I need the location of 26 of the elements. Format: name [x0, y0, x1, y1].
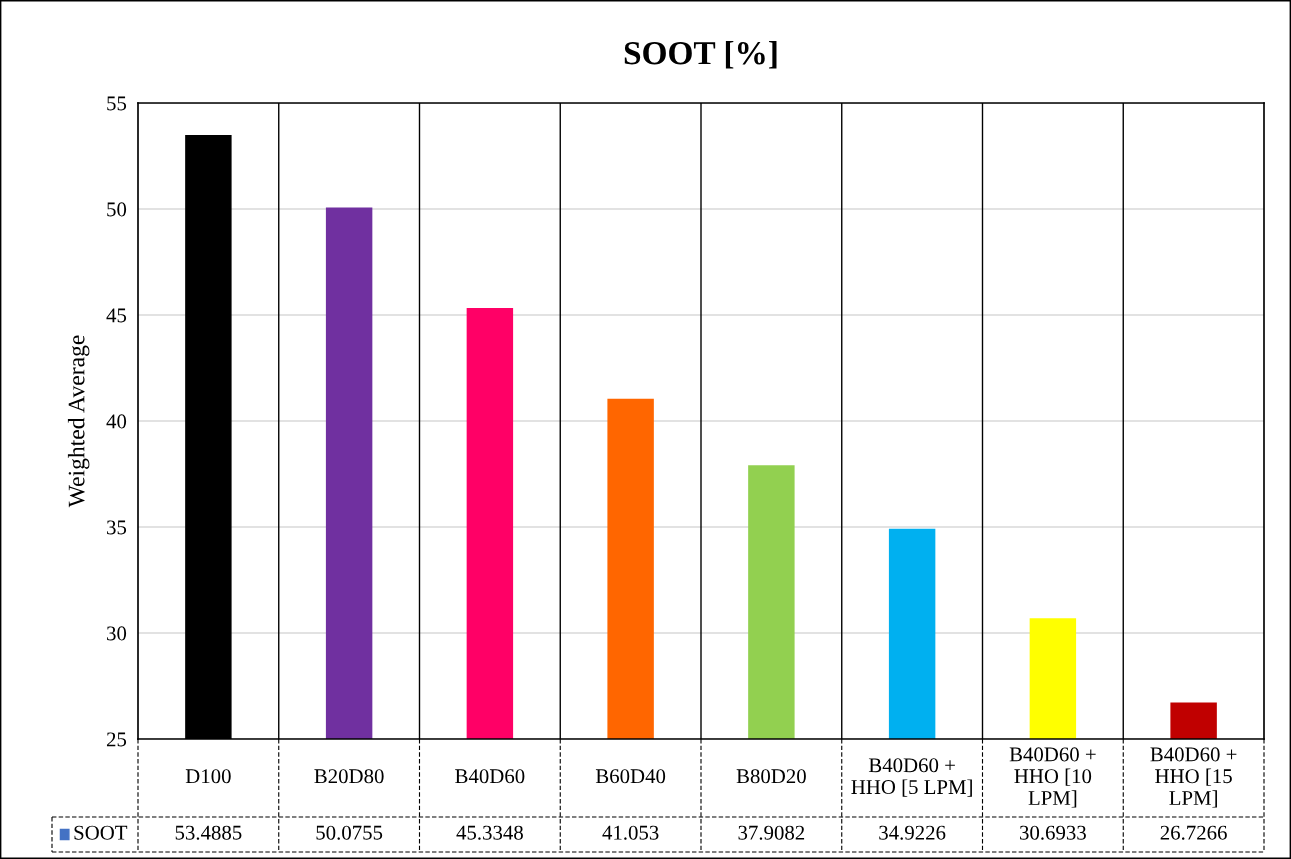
data-label: 45.3348 — [456, 825, 523, 840]
data-label: 41.053 — [602, 825, 659, 840]
x-tick-label: B20D80 — [314, 769, 384, 784]
data-label: 30.6933 — [1020, 825, 1086, 840]
x-tick-label: B40D60 + HHO [15 LPM] — [1150, 747, 1237, 808]
y-tick-label: 45 — [106, 308, 127, 323]
y-tick-label: 30 — [107, 626, 127, 641]
x-tick-label: B80D20 — [736, 769, 806, 784]
x-tick-label: D100 — [185, 769, 231, 784]
y-tick-label: 35 — [107, 520, 127, 535]
x-tick-label: B40D60 + HHO [5 LPM] — [851, 758, 972, 797]
x-tick-label: B40D60 + HHO [10 LPM] — [1009, 747, 1096, 808]
y-tick-label: 40 — [106, 414, 127, 429]
chart-title: SOOT [%] — [624, 40, 777, 69]
data-label: 37.9082 — [738, 825, 805, 840]
y-axis-title: Weighted Average — [67, 335, 90, 508]
y-tick-label: 55 — [107, 96, 127, 111]
data-label: 50.0755 — [316, 825, 383, 840]
text: SOOT — [74, 825, 128, 840]
x-tick-label: B40D60 — [455, 769, 525, 784]
data-label: 26.7266 — [1160, 825, 1227, 840]
data-label: 34.9226 — [879, 825, 946, 840]
x-tick-label: B60D40 — [595, 769, 666, 784]
y-tick-label: 50 — [107, 202, 127, 217]
data-label: 53.4885 — [175, 825, 242, 840]
y-tick-label: 25 — [106, 732, 127, 747]
